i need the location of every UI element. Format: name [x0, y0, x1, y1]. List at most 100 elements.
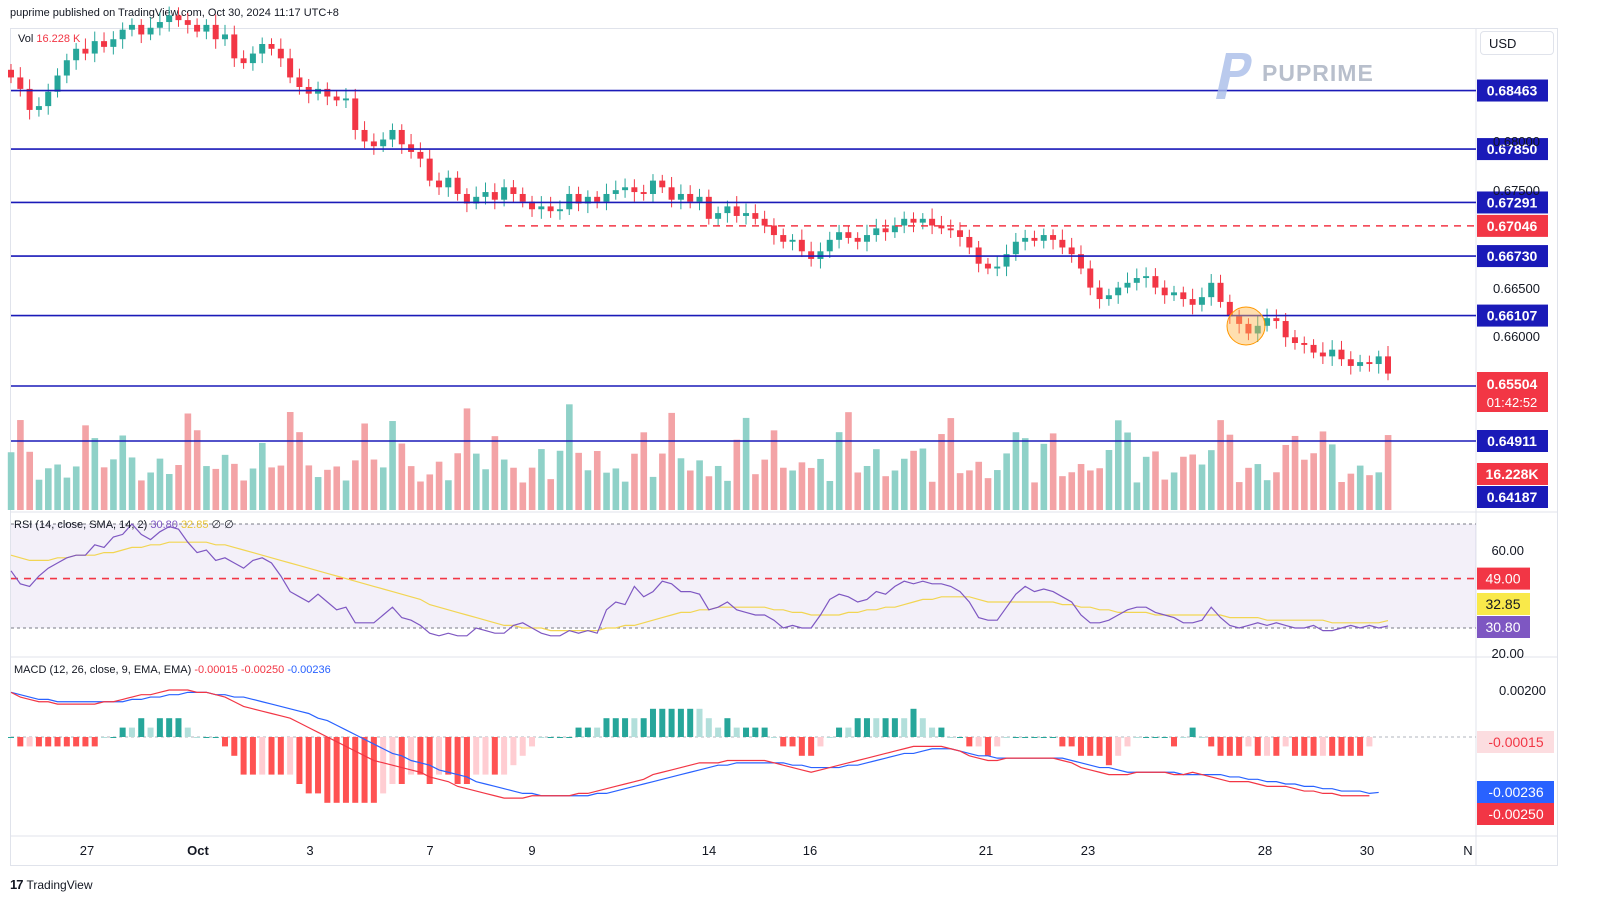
candle-body: [1208, 282, 1215, 298]
tradingview-logo-icon: 17: [10, 877, 24, 892]
volume-bar: [1226, 434, 1234, 510]
candle-body: [82, 48, 89, 54]
macd-histogram-bar: [501, 737, 508, 775]
candle-body: [1338, 349, 1345, 360]
price-label-0.68463: 0.68463: [1477, 79, 1548, 102]
rsi-label-30.80: 30.80: [1477, 616, 1530, 638]
candle-body: [752, 213, 759, 219]
price-label-text: 0.67850: [1487, 141, 1538, 157]
time-axis-tick: 23: [1081, 843, 1095, 858]
volume-bar: [379, 467, 387, 510]
macd-histogram-bar: [1143, 737, 1150, 738]
macd-histogram-bar: [156, 718, 163, 737]
volume-bar: [398, 443, 406, 510]
price-axis-tick: 0.66500: [1493, 281, 1540, 296]
volume-bar: [17, 420, 24, 510]
volume-bar: [770, 430, 778, 510]
candle-body: [1226, 301, 1233, 317]
candle-body: [770, 225, 777, 236]
volume-bar: [1105, 450, 1113, 510]
currency-selector[interactable]: USD: [1480, 31, 1554, 55]
volume-bar: [547, 479, 555, 510]
time-axis-tick: 21: [979, 843, 993, 858]
rsi-label-text: 30.80: [1485, 619, 1520, 635]
macd-histogram-bar: [35, 737, 42, 747]
candle-body: [519, 193, 526, 202]
volume-bar: [640, 432, 648, 510]
macd-histogram-bar: [315, 737, 322, 794]
volume-bar: [919, 448, 927, 510]
candle-body: [668, 187, 675, 200]
volume-last-tag: 16.228K: [1477, 463, 1548, 485]
volume-last-bg: [1477, 463, 1548, 485]
volume-bar: [575, 452, 582, 510]
candle-body: [91, 41, 98, 54]
volume-legend-value: 16.228 K: [36, 33, 81, 45]
macd-histogram-bar: [1310, 737, 1317, 756]
price-label-text: 0.66107: [1487, 308, 1538, 324]
candle-body: [854, 237, 861, 242]
macd-line-legend-value: -0.00236: [287, 664, 331, 676]
volume-bar: [54, 464, 61, 510]
candle-body: [882, 228, 889, 233]
volume-bar: [975, 461, 983, 510]
candle-body: [73, 48, 80, 61]
candle-body: [1012, 241, 1019, 255]
volume-bar: [752, 474, 759, 510]
candle-body: [398, 129, 405, 145]
macd-histogram-bar: [1217, 737, 1224, 756]
macd-histogram-bar: [538, 737, 545, 738]
volume-bar: [677, 458, 685, 510]
price-label-0.67291: 0.67291: [1477, 191, 1548, 214]
macd-histogram-bar: [594, 727, 601, 737]
macd-histogram-bar: [715, 727, 722, 737]
tradingview-footer[interactable]: 17 TradingView: [10, 877, 93, 892]
candle-body: [1171, 292, 1178, 296]
macd-histogram-bar: [1012, 737, 1019, 738]
macd-histogram-bar: [696, 708, 703, 737]
macd-legend[interactable]: MACD (12, 26, close, 9, EMA, EMA) -0.000…: [14, 664, 331, 676]
candle-body: [733, 206, 740, 216]
candle-body: [1254, 325, 1261, 334]
volume-bar: [668, 412, 675, 510]
rsi-legend-label: RSI (14, close, SMA, 14, 2): [14, 519, 148, 531]
macd-histogram-bar: [1003, 737, 1010, 738]
volume-bar: [584, 470, 592, 510]
macd-histogram-bar: [184, 727, 191, 737]
macd-histogram-bar: [212, 737, 219, 738]
volume-bar: [1356, 465, 1364, 510]
candle-body: [426, 158, 433, 181]
candle-body: [435, 180, 442, 188]
volume-bar: [1170, 472, 1178, 510]
candle-body: [1264, 318, 1271, 326]
price-label-bg: [1477, 430, 1548, 452]
macd-histogram-bar: [836, 727, 843, 737]
candle-body: [780, 235, 787, 242]
volume-bar: [1152, 451, 1159, 510]
volume-bar: [817, 458, 824, 510]
volume-bar: [333, 466, 341, 510]
macd-histogram-bar: [110, 737, 117, 738]
candle-body: [45, 91, 52, 107]
volume-bar: [156, 458, 164, 510]
candle-body: [1161, 287, 1168, 296]
candle-body: [649, 180, 656, 194]
candle-body: [640, 192, 647, 194]
candle-body: [631, 187, 638, 193]
candle-body: [445, 177, 452, 188]
candle-body: [147, 27, 154, 35]
rsi-legend[interactable]: RSI (14, close, SMA, 14, 2) 30.80 32.85 …: [14, 518, 234, 531]
volume-bar: [1217, 420, 1224, 510]
candle-body: [966, 236, 973, 248]
macd-histogram-bar: [529, 737, 536, 747]
candle-body: [119, 29, 126, 40]
candle-body: [1124, 282, 1131, 288]
macd-histogram-bar: [194, 737, 201, 738]
highlight-circle: [1226, 306, 1266, 346]
volume-bar: [240, 480, 248, 510]
candle-body: [1077, 254, 1084, 269]
volume-bar: [138, 480, 145, 510]
volume-bar: [761, 459, 769, 510]
candle-body: [845, 232, 852, 238]
